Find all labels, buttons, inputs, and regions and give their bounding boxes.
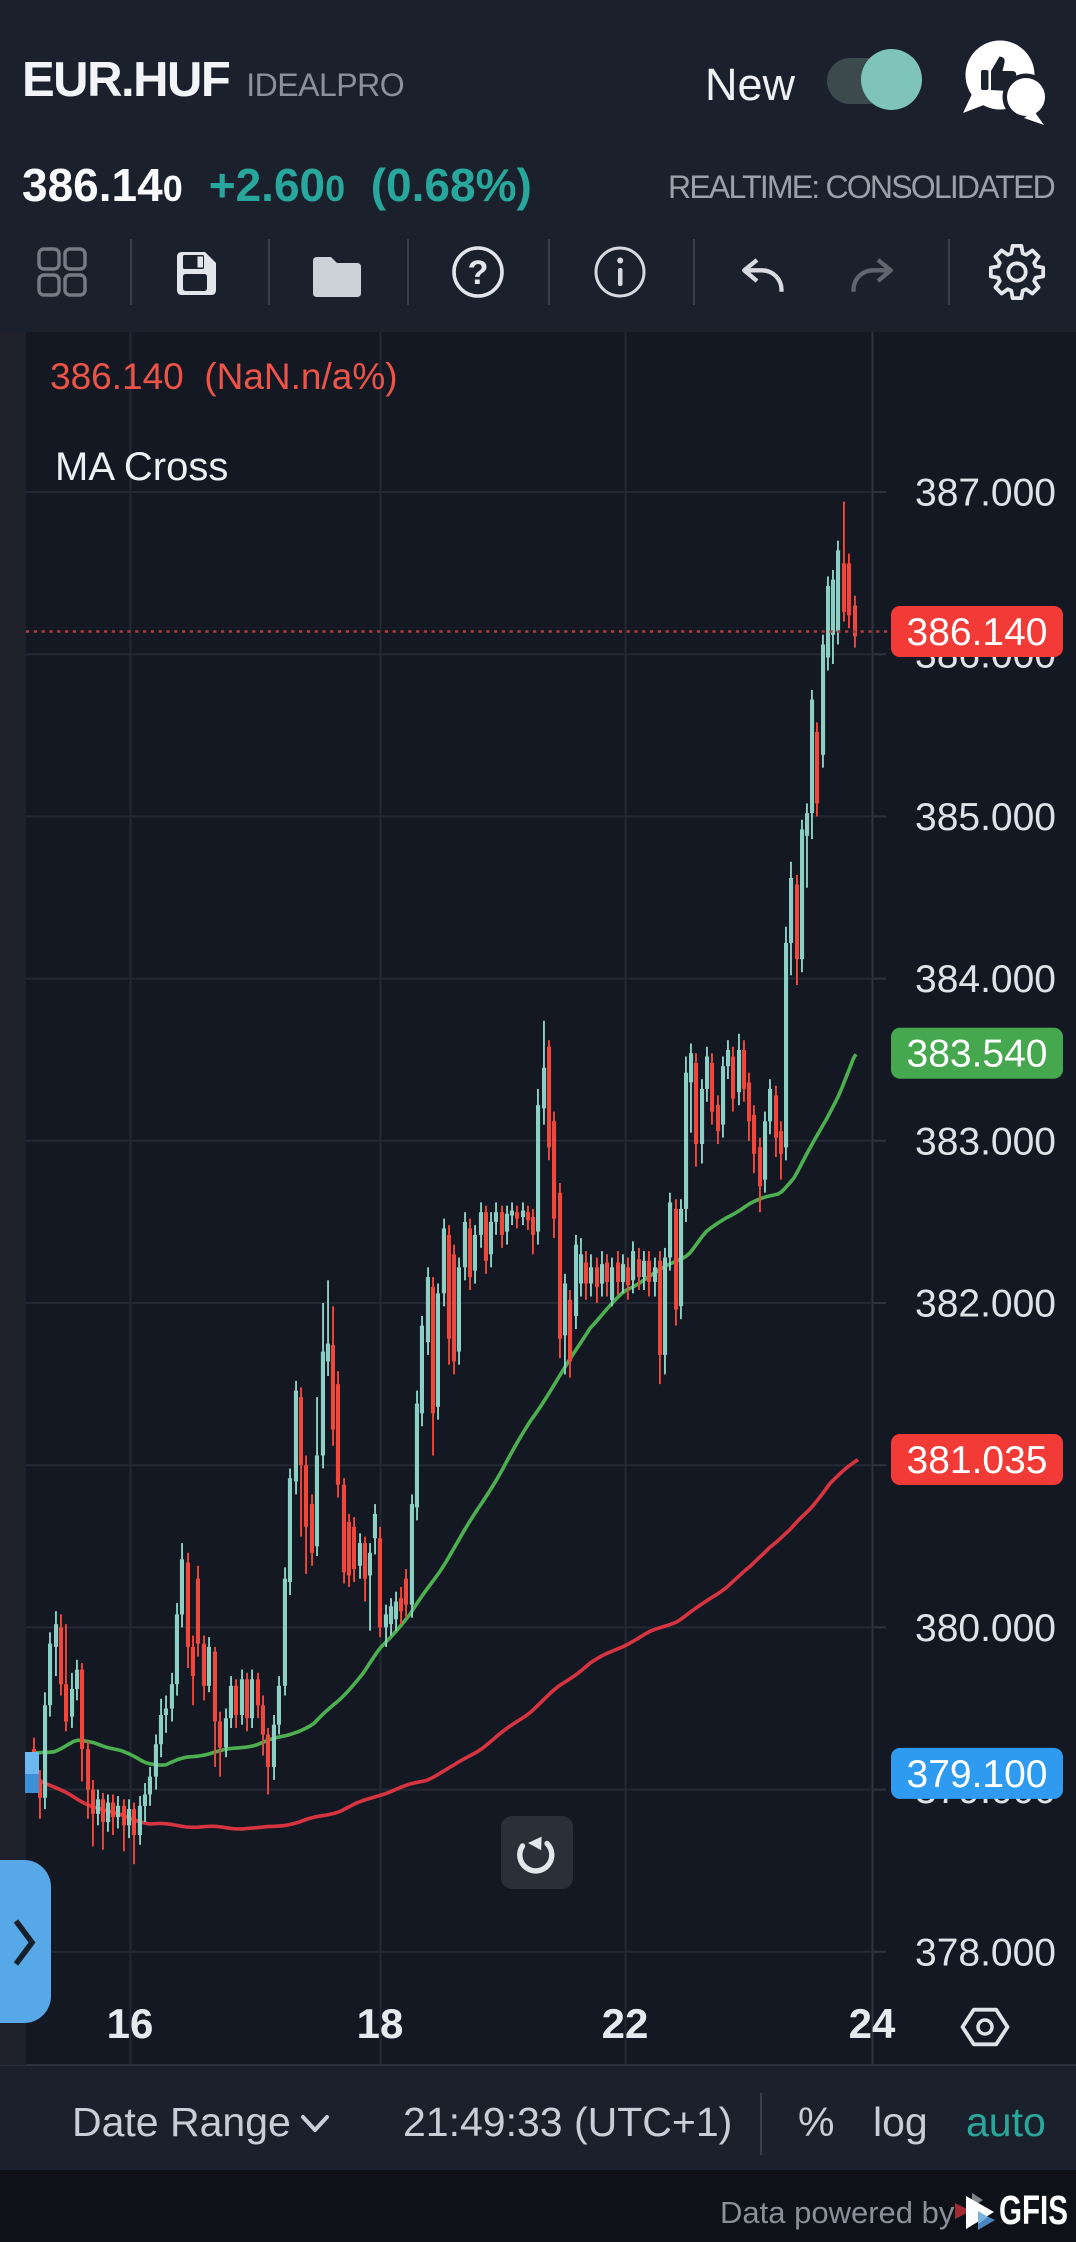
- svg-text:386.140 (NaN.n/a%): 386.140 (NaN.n/a%): [50, 356, 398, 397]
- svg-text:378.000: 378.000: [915, 1931, 1056, 1974]
- svg-text:381.035: 381.035: [907, 1439, 1048, 1482]
- svg-text:380.000: 380.000: [915, 1607, 1056, 1650]
- svg-text:382.000: 382.000: [915, 1283, 1056, 1326]
- svg-text:386.140: 386.140: [907, 611, 1048, 654]
- svg-text:?: ?: [468, 254, 489, 292]
- svg-text:384.000: 384.000: [915, 958, 1056, 1001]
- svg-text:MA Cross: MA Cross: [55, 445, 228, 489]
- svg-text:24: 24: [849, 2000, 896, 2047]
- svg-text:18: 18: [357, 2000, 404, 2047]
- svg-text:16: 16: [107, 2000, 154, 2047]
- svg-text:GFIS: GFIS: [999, 2187, 1068, 2233]
- svg-text:385.000: 385.000: [915, 796, 1056, 839]
- svg-text:387.000: 387.000: [915, 472, 1056, 515]
- svg-text:22: 22: [602, 2000, 649, 2047]
- svg-text:383.540: 383.540: [907, 1033, 1048, 1076]
- svg-text:379.100: 379.100: [907, 1753, 1048, 1796]
- svg-text:383.000: 383.000: [915, 1120, 1056, 1163]
